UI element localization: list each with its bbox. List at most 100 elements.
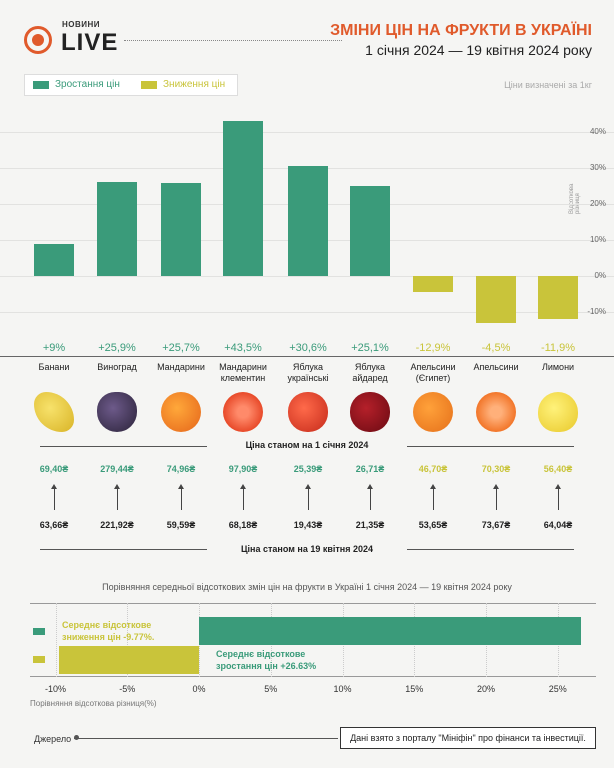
price-end: 68,18₴	[228, 520, 258, 530]
legend: Зростання цін Зниження цін	[24, 74, 238, 96]
y-tick-label: 30%	[589, 163, 606, 172]
logo-ring-icon	[24, 26, 52, 54]
chart-divider	[0, 356, 614, 357]
comparison-x-tick: -10%	[44, 684, 66, 694]
fruit-name: Мандарини	[157, 362, 205, 372]
banana-icon	[34, 392, 74, 432]
y-tick-label: 40%	[589, 127, 606, 136]
price-start: 26,71₴	[355, 464, 385, 474]
header-divider	[124, 40, 342, 41]
price-start: 70,30₴	[481, 464, 511, 474]
tangerine-icon	[161, 392, 201, 432]
price-end: 64,04₴	[543, 520, 573, 530]
arrow-line	[370, 487, 371, 510]
comparison-annotation-decrease: Середнє відсоткове зниження цін -9.77%.	[62, 620, 155, 642]
comparison-swatch-increase	[33, 628, 45, 635]
y-tick-label: 20%	[589, 199, 606, 208]
fruit-name: Виноград	[97, 362, 137, 372]
price-start: 97,90₴	[228, 464, 258, 474]
price-start: 279,44₴	[100, 464, 134, 474]
comparison-x-tick: 15%	[405, 684, 424, 694]
price-unit-note: Ціни визначені за 1кг	[504, 80, 592, 90]
legend-decrease-label: Зниження цін	[163, 79, 226, 90]
price-end: 53,65₴	[418, 520, 448, 530]
arrow-up-icon	[114, 484, 120, 489]
fruit-name: Апельсини	[473, 362, 519, 372]
legend-decrease-swatch	[141, 81, 157, 89]
source-dot-icon	[74, 735, 79, 740]
data-label: -4,5%	[481, 342, 511, 354]
arrow-up-icon	[430, 484, 436, 489]
logo: НОВИНИ LIVE	[24, 20, 134, 56]
arrow-up-icon	[51, 484, 57, 489]
arrow-line	[54, 487, 55, 510]
price-end: 73,67₴	[481, 520, 511, 530]
y-tick-label: 0%	[594, 271, 606, 280]
bar	[161, 183, 201, 276]
comparison-grid-line	[127, 603, 129, 677]
price-end: 21,35₴	[355, 520, 385, 530]
grid-line	[0, 276, 614, 277]
bar	[288, 165, 328, 276]
logo-dot-icon	[32, 34, 44, 46]
fruit-name: Апельсини (Єгипет)	[410, 362, 456, 383]
arrow-line	[433, 487, 434, 510]
data-label: +9%	[42, 342, 66, 354]
arrow-up-icon	[178, 484, 184, 489]
comparison-title: Порівняння середньої відсоткових змін ці…	[102, 582, 512, 592]
grid-line	[0, 132, 614, 133]
price-start: 46,70₴	[418, 464, 448, 474]
price-end: 59,59₴	[166, 520, 196, 530]
data-label: +25,9%	[98, 342, 136, 354]
data-label: +43,5%	[224, 342, 262, 354]
red-apple-icon	[350, 392, 390, 432]
legend-increase-swatch	[33, 81, 49, 89]
comparison-x-tick: 20%	[476, 684, 495, 694]
source-label: Джерело	[34, 734, 72, 744]
price-end: 63,66₴	[39, 520, 69, 530]
price-start: 69,40₴	[39, 464, 69, 474]
arrow-line	[243, 487, 244, 510]
page-subtitle: 1 січня 2024 — 19 квітня 2024 року	[365, 42, 592, 58]
price-end: 221,92₴	[100, 520, 134, 530]
fruit-name: Банани	[38, 362, 70, 372]
comparison-x-tick: 10%	[333, 684, 352, 694]
comparison-x-tick: -5%	[119, 684, 136, 694]
bar	[34, 243, 74, 276]
comparison-x-tick: 5%	[264, 684, 278, 694]
price-end: 19,43₴	[293, 520, 323, 530]
arrow-line	[558, 487, 559, 510]
comparison-x-label: Порівняння відсоткова різниця(%)	[30, 699, 157, 708]
arrow-up-icon	[305, 484, 311, 489]
grapes-icon	[97, 392, 137, 432]
data-label: -12,9%	[415, 342, 451, 354]
logo-big-text: LIVE	[61, 29, 119, 56]
arrow-line	[117, 487, 118, 510]
data-label: +30,6%	[289, 342, 327, 354]
bar	[413, 276, 453, 293]
grid-line	[0, 312, 614, 313]
orange-icon	[413, 392, 453, 432]
comparison-x-tick: 0%	[192, 684, 206, 694]
data-label: -11,9%	[540, 342, 576, 354]
y-axis-label: Відсоткова різниця	[569, 183, 581, 214]
data-label: +25,1%	[351, 342, 389, 354]
start-section-title: Ціна станом на 1 січня 2024	[207, 440, 407, 450]
lemon-icon	[538, 392, 578, 432]
arrow-line	[496, 487, 497, 510]
arrow-line	[308, 487, 309, 510]
y-tick-label: 10%	[589, 235, 606, 244]
comparison-x-tick: 25%	[548, 684, 567, 694]
arrow-up-icon	[240, 484, 246, 489]
legend-increase-label: Зростання цін	[55, 79, 120, 90]
comparison-grid-line	[55, 603, 57, 677]
fruit-name: Яблука українські	[287, 362, 329, 383]
arrow-line	[181, 487, 182, 510]
comparison-annotation-increase: Середнє відсоткове зростання цін +26.63%	[216, 649, 317, 671]
fruit-name: Лимони	[541, 362, 575, 372]
orange-half-icon	[476, 392, 516, 432]
comparison-frame	[30, 603, 596, 677]
arrow-up-icon	[493, 484, 499, 489]
end-section-title: Ціна станом на 19 квітня 2024	[207, 544, 407, 554]
apple-icon	[288, 392, 328, 432]
